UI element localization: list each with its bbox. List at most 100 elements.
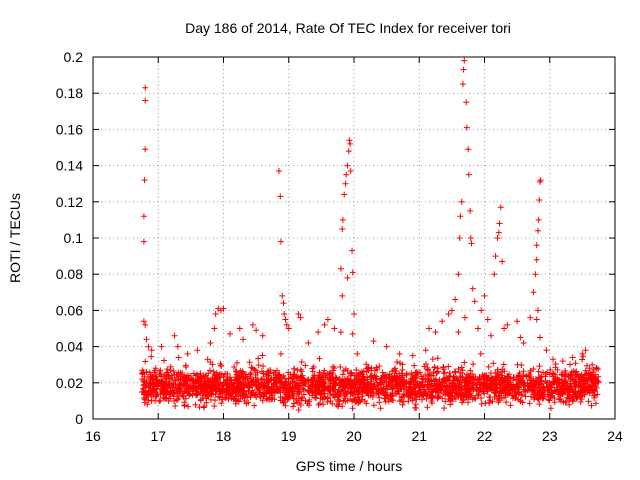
data-point-spike [396, 350, 403, 357]
data-point [420, 386, 427, 393]
data-point [302, 362, 309, 369]
data-point-spike [499, 258, 506, 265]
data-point [316, 369, 323, 376]
data-point-spike [275, 168, 282, 175]
data-point-spike [504, 321, 511, 328]
data-point [257, 390, 264, 397]
data-point [339, 403, 346, 410]
data-point [559, 376, 566, 383]
data-point-spike [194, 347, 201, 354]
data-point [157, 397, 164, 404]
data-point-spike [582, 347, 589, 354]
data-point [353, 388, 360, 395]
data-point [259, 352, 266, 359]
data-point [324, 395, 331, 402]
x-tick-label: 21 [411, 428, 427, 444]
data-point [441, 405, 448, 412]
data-point [386, 371, 393, 378]
data-point [213, 385, 220, 392]
data-point-spike [337, 329, 344, 336]
y-tick-label: 0.04 [56, 339, 83, 355]
data-point [388, 377, 395, 384]
data-point [295, 407, 302, 414]
data-point [274, 367, 280, 374]
data-point [151, 369, 158, 376]
data-point [235, 378, 242, 385]
data-point [284, 396, 291, 403]
data-point [324, 370, 331, 377]
data-point [577, 399, 584, 406]
data-point [572, 378, 579, 385]
data-point [236, 387, 243, 394]
data-point [285, 369, 292, 376]
data-point [194, 371, 201, 378]
data-point [212, 377, 219, 384]
data-point-spike [481, 292, 488, 299]
data-point [182, 362, 189, 369]
data-point-spike [469, 285, 476, 292]
data-point-spike [474, 325, 481, 332]
data-point [502, 386, 509, 393]
data-point [138, 389, 145, 396]
data-point-spike [517, 334, 524, 341]
data-point [510, 383, 517, 390]
data-point [350, 397, 357, 404]
data-point [448, 398, 455, 405]
data-point-spike [455, 329, 462, 336]
data-point [477, 350, 484, 357]
data-point-spike [465, 146, 472, 153]
data-point [420, 392, 427, 399]
data-point [379, 374, 386, 381]
data-point [502, 387, 509, 394]
data-point-spike [171, 332, 178, 339]
y-tick-label: 0.18 [56, 85, 83, 101]
data-point [396, 374, 403, 381]
data-point-spike [297, 314, 304, 321]
data-point [241, 376, 248, 383]
data-point [347, 371, 354, 378]
data-point [255, 355, 262, 362]
data-point-spike [305, 339, 312, 346]
data-point [260, 370, 267, 377]
data-point [394, 387, 401, 394]
data-point [520, 368, 527, 375]
data-point [233, 397, 240, 404]
data-point [567, 380, 574, 387]
data-point-spike [140, 238, 147, 245]
data-point [281, 398, 288, 405]
data-point [361, 377, 368, 384]
data-point [348, 370, 355, 377]
data-point [233, 373, 240, 380]
data-point-spike [344, 162, 351, 169]
data-point [424, 404, 431, 411]
data-point [237, 395, 244, 402]
data-point [545, 386, 552, 393]
data-point-spike [488, 332, 495, 339]
data-point [254, 376, 261, 383]
data-point [425, 381, 432, 388]
data-point [356, 370, 363, 377]
data-point [418, 396, 425, 403]
data-point [428, 398, 435, 405]
data-point-spike [158, 343, 165, 350]
data-point [585, 383, 592, 390]
data-point [470, 373, 477, 380]
data-point-spike [461, 57, 468, 64]
data-point [365, 392, 372, 399]
data-point [524, 383, 531, 390]
data-point [559, 382, 566, 389]
data-point-spike [174, 343, 181, 350]
data-point [433, 387, 440, 394]
data-point [269, 384, 276, 391]
data-point [535, 368, 542, 375]
data-point-spike [496, 220, 503, 227]
data-point [330, 367, 337, 374]
data-point [176, 381, 183, 388]
data-point [311, 372, 318, 379]
x-tick-label: 19 [281, 428, 297, 444]
data-point [260, 363, 267, 370]
data-point [321, 390, 328, 397]
data-point-spike [463, 124, 470, 131]
data-point [455, 365, 462, 372]
data-point [317, 400, 324, 407]
